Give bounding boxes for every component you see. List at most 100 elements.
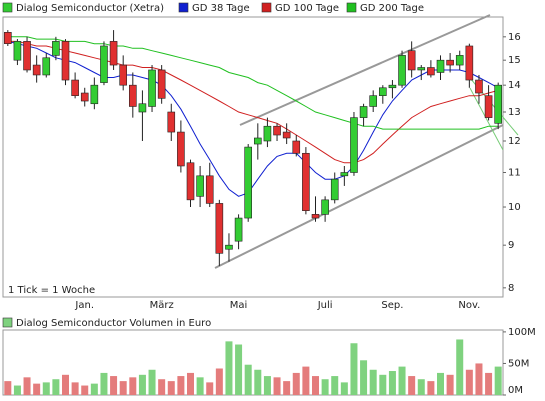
volume-bar — [81, 385, 89, 395]
y-tick-label: 10 — [508, 202, 521, 213]
candle-body — [23, 41, 31, 71]
legend-label: GD 38 Tage — [192, 3, 250, 14]
candle-body — [465, 45, 474, 81]
candle-body — [398, 55, 406, 86]
volume-bar — [417, 379, 425, 395]
volume-bar — [254, 369, 262, 395]
moving-average — [7, 40, 499, 197]
candle-body — [225, 244, 233, 250]
candle-body — [119, 64, 127, 86]
volume-bar — [350, 343, 358, 395]
volume-bar — [100, 372, 108, 395]
legend-swatch — [2, 317, 13, 328]
legend-swatch — [346, 2, 357, 13]
volume-bar — [456, 339, 464, 395]
volume-bar — [71, 382, 79, 395]
volume-bar — [408, 376, 416, 395]
volume-bar — [388, 371, 396, 395]
y-tick-label: 100M — [508, 327, 536, 338]
candle-body — [167, 111, 176, 133]
candle-body — [80, 92, 89, 102]
y-tick-label: 9 — [508, 240, 514, 251]
volume-bar — [167, 381, 175, 395]
candle-body — [273, 125, 281, 136]
volume-bar — [292, 372, 300, 395]
volume-bar — [4, 381, 12, 395]
candle-body — [205, 175, 214, 204]
candle-body — [350, 117, 358, 173]
volume-bar — [177, 376, 185, 395]
candle-body — [177, 131, 185, 167]
volume-bar — [148, 369, 156, 395]
candle-body — [321, 199, 329, 215]
candle-body — [282, 131, 291, 139]
candle-body — [369, 95, 377, 107]
candle-body — [90, 84, 99, 105]
y-tick-label: 0M — [508, 385, 523, 396]
candle-body — [100, 45, 108, 83]
y-tick-label: 16 — [508, 32, 521, 43]
x-tick-label: Mai — [230, 300, 248, 311]
volume-bar — [235, 344, 243, 395]
volume-bar — [138, 374, 146, 395]
volume-bar — [119, 381, 127, 395]
candle-body — [234, 217, 243, 242]
candle-body — [138, 103, 147, 113]
x-tick-label: Jan. — [74, 300, 94, 311]
candle-body — [129, 84, 137, 107]
volume-bar — [446, 374, 454, 395]
candle-body — [417, 67, 426, 71]
volume-bar — [244, 364, 252, 395]
volume-bar — [273, 377, 281, 395]
volume-bar — [360, 360, 368, 395]
candle-body — [42, 57, 51, 76]
legend-label: GD 200 Tage — [360, 3, 424, 14]
volume-bar — [465, 369, 473, 395]
candle-body — [340, 172, 349, 177]
candle-body — [254, 137, 262, 145]
candle-body — [484, 95, 493, 118]
legend-label: GD 100 Tage — [275, 3, 339, 14]
volume-bar — [52, 379, 60, 395]
candle-body — [215, 203, 224, 254]
volume-bar — [206, 382, 214, 395]
volume-bar — [33, 383, 41, 395]
volume-bar — [23, 377, 31, 395]
candle-body — [148, 69, 156, 107]
y-tick-label: 8 — [508, 283, 514, 294]
candle-body — [388, 84, 397, 89]
candle-body — [311, 214, 320, 219]
volume-bar — [494, 366, 502, 395]
trend-line — [469, 87, 504, 151]
volume-bar — [110, 376, 118, 395]
candle-body — [4, 32, 12, 44]
volume-bar — [302, 366, 310, 395]
candle-body — [61, 41, 70, 81]
volume-bar — [369, 369, 377, 395]
volume-bar — [62, 374, 69, 395]
volume-bar — [437, 372, 444, 395]
volume-bar — [225, 341, 233, 395]
volume-bar — [379, 374, 387, 395]
volume-bar — [90, 383, 98, 395]
y-tick-label: 50M — [508, 358, 529, 369]
volume-bar — [398, 366, 406, 395]
x-tick-label: Sep. — [381, 300, 403, 311]
candle-body — [52, 41, 60, 56]
volume-bar — [196, 377, 204, 395]
y-tick-label: 11 — [508, 168, 521, 179]
candle-body — [494, 84, 502, 124]
x-tick-label: Juli — [317, 300, 333, 311]
x-tick-label: März — [150, 300, 174, 311]
candle-body — [196, 175, 204, 197]
trend-channel-upper — [239, 14, 491, 126]
candle-body — [302, 152, 310, 211]
volume-bar — [129, 377, 137, 395]
candle-body — [379, 87, 387, 96]
candle-body — [475, 79, 483, 94]
volume-bar — [321, 379, 329, 395]
legend-swatch — [2, 2, 13, 13]
volume-bar — [331, 376, 339, 395]
candle-body — [455, 55, 464, 66]
